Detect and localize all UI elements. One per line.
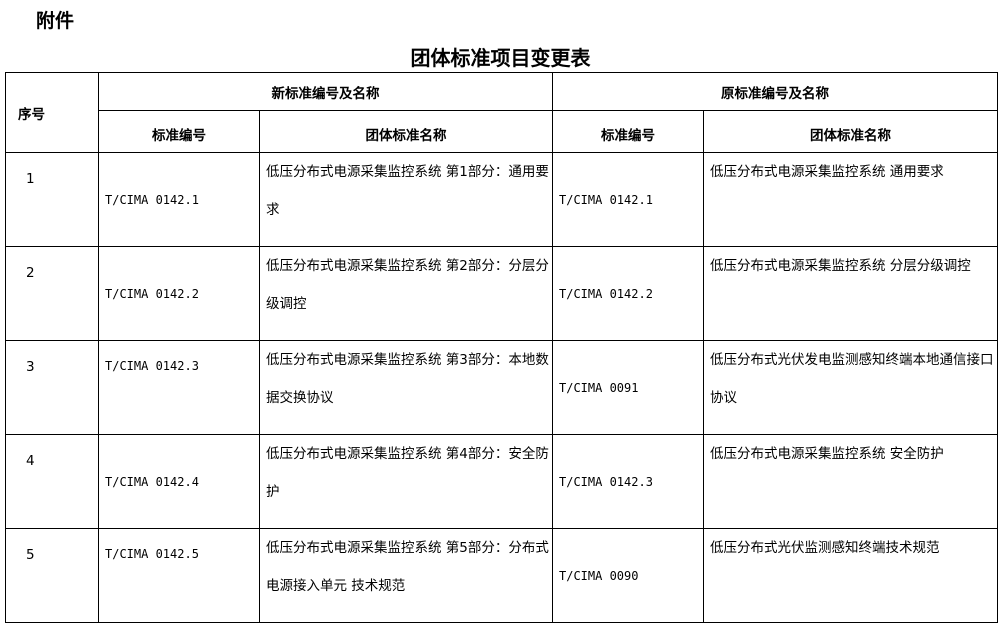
header-new-name: 团体标准名称	[259, 110, 553, 153]
header-old-name: 团体标准名称	[703, 110, 998, 153]
header-old-code: 标准编号	[552, 110, 704, 153]
header-new-code: 标准编号	[98, 110, 260, 153]
old-standard-name: 低压分布式电源采集监控系统 分层分级调控	[703, 246, 998, 341]
new-standard-code: T/CIMA 0142.2	[98, 246, 260, 341]
table-row: 5 T/CIMA 0142.5 低压分布式电源采集监控系统 第5部分：分布式电源接入…	[5, 528, 998, 623]
attachment-heading: 附件	[36, 10, 75, 32]
old-standard-name: 低压分布式电源采集监控系统 安全防护	[703, 434, 998, 529]
change-table: 序号 新标准编号及名称 原标准编号及名称 标准编号 团体标准名称 标准编号 团体…	[5, 72, 998, 623]
table-row: 1 T/CIMA 0142.1 低压分布式电源采集监控系统 第1部分：通用要求 T/C…	[5, 152, 998, 247]
header-seq: 序号	[5, 72, 99, 153]
new-standard-code: T/CIMA 0142.5	[98, 528, 260, 623]
row-seq: 1	[5, 152, 99, 247]
header-old-group: 原标准编号及名称	[552, 72, 998, 111]
row-seq: 4	[5, 434, 99, 529]
new-standard-name: 低压分布式电源采集监控系统 第4部分：安全防护	[259, 434, 553, 529]
header-new-group: 新标准编号及名称	[98, 72, 553, 111]
new-standard-name: 低压分布式电源采集监控系统 第1部分：通用要求	[259, 152, 553, 247]
old-standard-name: 低压分布式电源采集监控系统 通用要求	[703, 152, 998, 247]
new-standard-name: 低压分布式电源采集监控系统 第2部分：分层分级调控	[259, 246, 553, 341]
page-title: 团体标准项目变更表	[410, 46, 591, 70]
row-seq: 3	[5, 340, 99, 435]
table-row: 3 T/CIMA 0142.3 低压分布式电源采集监控系统 第3部分：本地数据交换协…	[5, 340, 998, 435]
old-standard-code: T/CIMA 0091	[552, 340, 704, 435]
new-standard-code: T/CIMA 0142.4	[98, 434, 260, 529]
new-standard-name: 低压分布式电源采集监控系统 第5部分：分布式电源接入单元 技术规范	[259, 528, 553, 623]
row-seq: 2	[5, 246, 99, 341]
new-standard-code: T/CIMA 0142.1	[98, 152, 260, 247]
table-row: 4 T/CIMA 0142.4 低压分布式电源采集监控系统 第4部分：安全防护 T/C…	[5, 434, 998, 529]
table-row: 2 T/CIMA 0142.2 低压分布式电源采集监控系统 第2部分：分层分级调控 T…	[5, 246, 998, 341]
new-standard-name: 低压分布式电源采集监控系统 第3部分：本地数据交换协议	[259, 340, 553, 435]
new-standard-code: T/CIMA 0142.3	[98, 340, 260, 435]
old-standard-code: T/CIMA 0142.1	[552, 152, 704, 247]
row-seq: 5	[5, 528, 99, 623]
old-standard-code: T/CIMA 0142.3	[552, 434, 704, 529]
old-standard-name: 低压分布式光伏监测感知终端技术规范	[703, 528, 998, 623]
old-standard-name: 低压分布式光伏发电监测感知终端本地通信接口协议	[703, 340, 998, 435]
old-standard-code: T/CIMA 0090	[552, 528, 704, 623]
old-standard-code: T/CIMA 0142.2	[552, 246, 704, 341]
